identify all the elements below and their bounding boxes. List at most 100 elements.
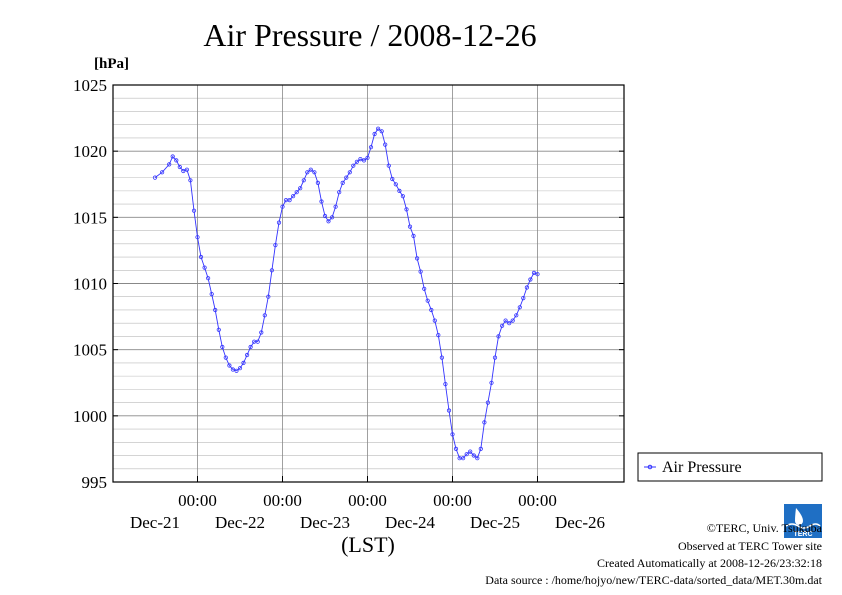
- data-point: [521, 295, 526, 301]
- data-point: [198, 254, 204, 260]
- data-point: [453, 446, 459, 451]
- data-point: [411, 233, 416, 238]
- data-point: [248, 344, 253, 350]
- data-point: [213, 307, 218, 313]
- data-point: [393, 182, 398, 187]
- legend-point-marker: [647, 464, 653, 470]
- data-point: [230, 367, 235, 372]
- data-point: [407, 224, 413, 229]
- data-point: [273, 243, 278, 248]
- y-tick-label: 1020: [73, 142, 107, 161]
- copyright-text: ©TERC, Univ. Tsukuba: [707, 521, 823, 535]
- data-point: [443, 381, 448, 387]
- data-point: [227, 363, 232, 368]
- data-point: [468, 449, 473, 454]
- data-point: [280, 204, 285, 209]
- data-point: [361, 158, 367, 163]
- x-tick-date-label: Dec-22: [215, 513, 265, 532]
- data-point: [496, 334, 501, 339]
- data-point: [425, 298, 430, 303]
- data-point: [184, 167, 189, 172]
- data-point: [319, 199, 324, 204]
- data-point: [422, 286, 427, 291]
- data-point: [329, 215, 335, 220]
- data-point: [245, 352, 250, 358]
- data-point: [485, 400, 490, 405]
- data-point: [312, 170, 317, 175]
- data-point: [333, 204, 338, 209]
- wave-icon: [785, 523, 821, 529]
- data-point: [315, 180, 320, 185]
- grid: [113, 85, 624, 482]
- data-point: [206, 276, 211, 281]
- x-axis-label: (LST): [341, 532, 395, 557]
- data-point: [160, 170, 165, 175]
- y-tick-label: 1015: [73, 208, 107, 227]
- x-tick-time-label: 00:00: [178, 491, 217, 510]
- y-tick-label: 995: [82, 473, 108, 492]
- terc-logo: TERC: [784, 504, 822, 538]
- data-point: [209, 291, 214, 297]
- y-axis-unit: [hPa]: [94, 56, 129, 72]
- y-tick-label: 1000: [73, 407, 107, 426]
- data-point: [290, 194, 296, 199]
- data-source-text: Data source : /home/hojyo/new/TERC-data/…: [485, 573, 822, 587]
- water-drop-icon: [795, 508, 803, 525]
- x-tick-date-label: Dec-25: [470, 513, 520, 532]
- data-point: [294, 190, 299, 195]
- data-point: [492, 355, 498, 360]
- data-point: [216, 327, 221, 332]
- data-point: [510, 318, 515, 323]
- data-point: [152, 175, 158, 180]
- legend-label: Air Pressure: [662, 459, 742, 476]
- data-point: [241, 360, 246, 365]
- data-point: [531, 270, 537, 275]
- data-point: [170, 154, 175, 159]
- y-tick-label: 1025: [73, 76, 107, 95]
- data-point: [460, 456, 466, 461]
- data-point: [237, 366, 243, 371]
- data-point: [269, 268, 274, 273]
- data-point: [344, 175, 349, 180]
- data-point: [259, 330, 264, 335]
- data-point: [439, 355, 444, 360]
- data-point: [298, 186, 303, 191]
- data-point: [464, 452, 469, 457]
- data-point: [499, 323, 505, 328]
- data-point: [276, 220, 282, 225]
- series-air-pressure: [152, 126, 540, 461]
- data-point: [365, 155, 370, 160]
- series-line: [154, 128, 538, 459]
- data-point: [383, 142, 388, 147]
- data-point: [195, 235, 200, 240]
- logo-text: TERC: [793, 531, 812, 538]
- data-point: [347, 170, 352, 175]
- data-point: [322, 213, 328, 219]
- data-point: [167, 162, 172, 167]
- data-point: [471, 453, 476, 458]
- data-point: [507, 321, 512, 326]
- y-tick-label: 1010: [73, 275, 107, 294]
- data-point: [375, 126, 381, 131]
- chart-title: Air Pressure / 2008-12-26: [203, 17, 536, 53]
- created-text: Created Automatically at 2008-12-26/23:3…: [597, 556, 822, 570]
- x-tick-date-label: Dec-21: [130, 513, 180, 532]
- data-point: [432, 318, 437, 323]
- y-axis-ticks: 1025 1020 1015 1010 1005 1000 995: [73, 76, 624, 492]
- data-point: [418, 269, 423, 274]
- data-point: [436, 332, 441, 338]
- data-point: [386, 163, 391, 168]
- data-point: [528, 277, 533, 282]
- data-point: [262, 313, 267, 318]
- data-point: [337, 190, 342, 195]
- data-point: [340, 180, 345, 185]
- x-tick-date-label: Dec-24: [385, 513, 436, 532]
- x-axis-ticks: 00:00 00:00 00:00 00:00 00:00 Dec-21 Dec-22 Dec…: [130, 476, 605, 532]
- data-point: [181, 168, 186, 174]
- data-point: [450, 432, 455, 437]
- legend-box: [637, 452, 823, 482]
- data-point: [358, 157, 363, 162]
- data-point: [234, 368, 239, 373]
- data-point: [326, 219, 331, 224]
